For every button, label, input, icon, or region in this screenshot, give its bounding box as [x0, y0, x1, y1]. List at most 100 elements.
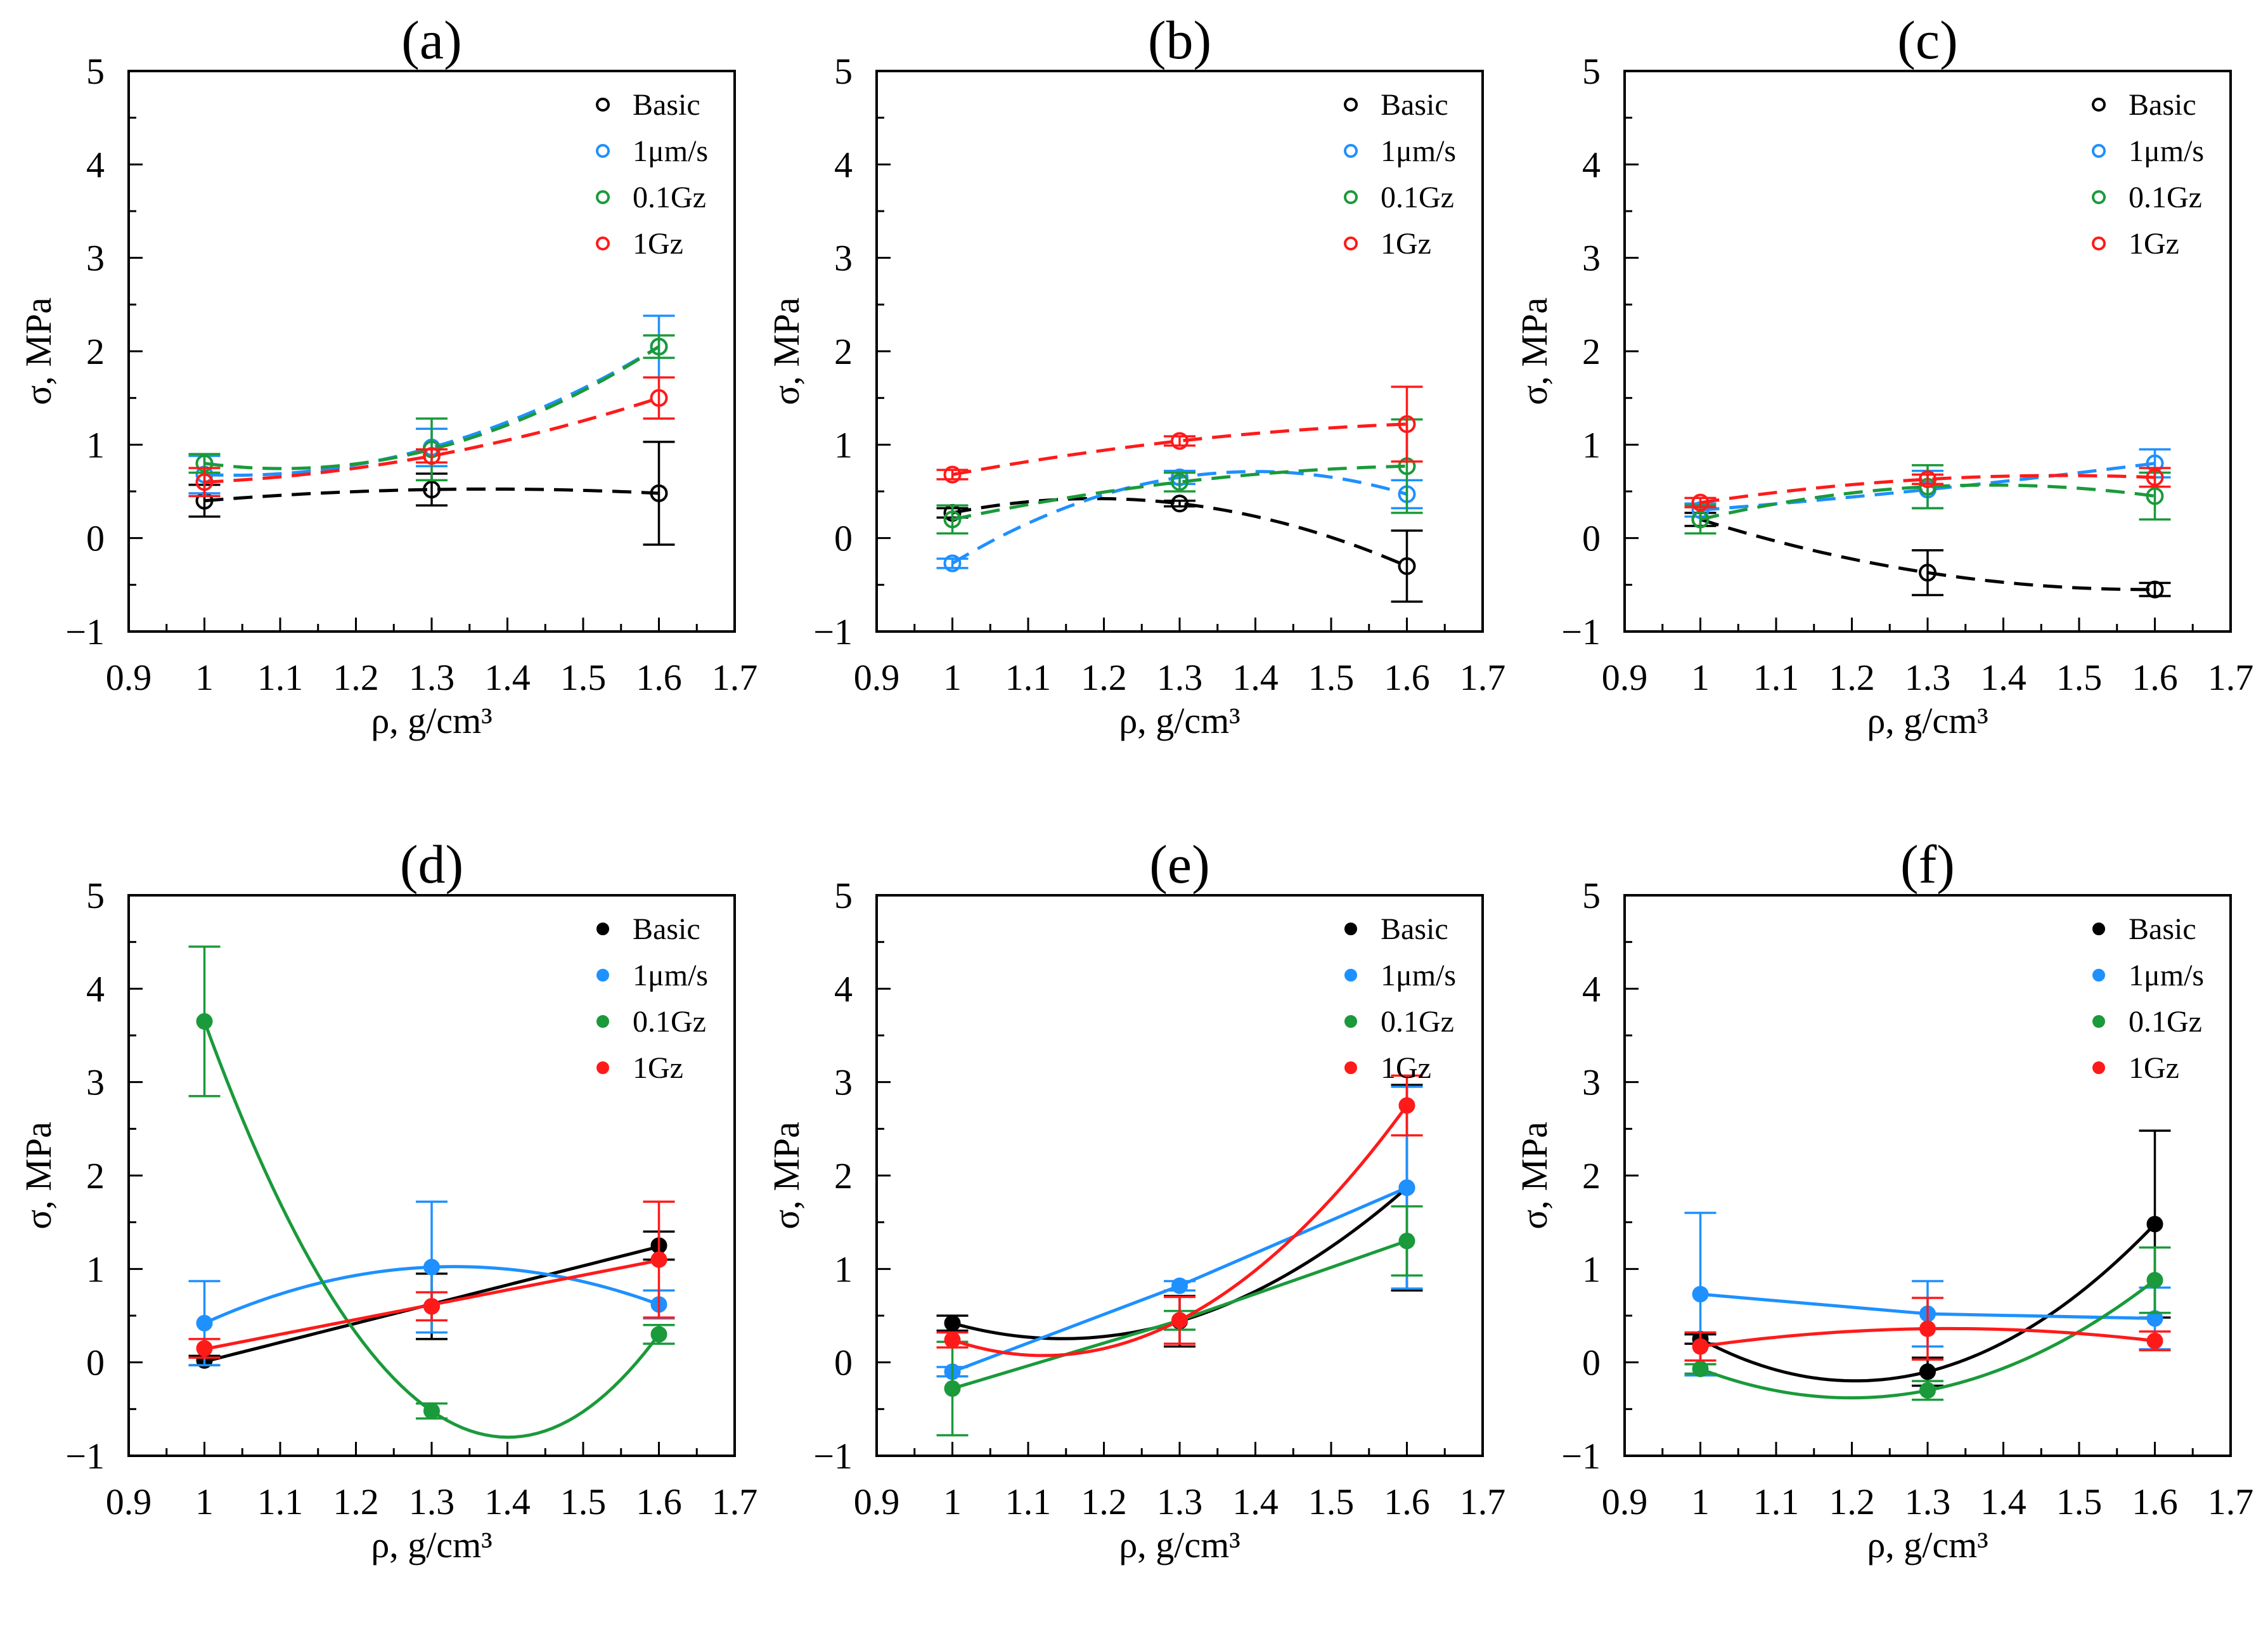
data-point [944, 1332, 961, 1349]
y-tick-label: 1 [834, 1248, 853, 1290]
x-axis-label: ρ, g/cm³ [371, 700, 492, 741]
x-tick-label: 1.5 [1308, 1481, 1355, 1522]
data-point [423, 1298, 440, 1315]
y-tick-label: 1 [834, 424, 853, 465]
x-tick-label: 1.6 [636, 657, 682, 698]
panel-title: (a) [401, 10, 461, 70]
legend-marker [596, 144, 610, 158]
x-tick-label: 1 [195, 1481, 214, 1522]
x-axis-label: ρ, g/cm³ [371, 1524, 492, 1565]
data-point [1692, 1286, 1709, 1303]
legend-label: 1μm/s [633, 959, 708, 992]
y-tick-label: 3 [1582, 1062, 1601, 1103]
legend-marker [1344, 237, 1358, 250]
legend-label: 1μm/s [2129, 134, 2204, 168]
x-tick-label: 0.9 [106, 657, 152, 698]
y-tick-label: −1 [813, 611, 853, 652]
x-axis-label: ρ, g/cm³ [1867, 1524, 1988, 1565]
legend-label: Basic [1381, 912, 1448, 946]
legend-marker [1344, 190, 1358, 204]
legend-label: Basic [1381, 88, 1448, 122]
legend-label: 1μm/s [1381, 959, 1456, 992]
y-axis-label: σ, MPa [18, 297, 59, 405]
series-basic [936, 495, 1423, 603]
y-tick-label: 1 [86, 424, 105, 465]
x-tick-label: 1.3 [1157, 1481, 1203, 1522]
data-point [1691, 493, 1710, 512]
series-1gz [936, 386, 1423, 484]
panel-b: (b) 0.9 1 1.1 1.2 1.3 1.4 1.5 1.6 1.7 −1 0 1 2 3 4 5 ρ, g… [766, 10, 1505, 741]
data-point [1691, 510, 1710, 529]
data-point [1692, 1338, 1709, 1355]
x-tick-label: 1.3 [1905, 1481, 1951, 1522]
x-tick-label: 0.9 [1602, 1481, 1648, 1522]
y-axis-label: σ, MPa [1514, 297, 1555, 405]
x-tick-label: 1 [1691, 1481, 1710, 1522]
y-tick-label: 0 [86, 1342, 105, 1384]
y-tick-label: −1 [813, 1435, 853, 1477]
x-tick-label: 1.3 [409, 1481, 455, 1522]
data-point [1398, 415, 1416, 433]
x-tick-label: 1.6 [1384, 657, 1430, 698]
legend-label: Basic [2129, 912, 2196, 946]
y-tick-label: 5 [86, 875, 105, 916]
legend-label: 0.1Gz [2129, 181, 2202, 214]
series-line [204, 396, 660, 484]
y-tick-label: 2 [1582, 1155, 1601, 1196]
legend-marker [596, 923, 609, 935]
y-tick-label: 5 [86, 51, 105, 92]
y-tick-label: 5 [834, 875, 853, 916]
y-tick-label: 2 [86, 331, 105, 372]
y-tick-label: 1 [86, 1248, 105, 1290]
series-line [952, 496, 1408, 568]
x-tick-label: 1.1 [1753, 1481, 1800, 1522]
data-point [943, 510, 962, 529]
x-tick-label: 0.9 [106, 1481, 152, 1522]
x-axis-label: ρ, g/cm³ [1119, 1524, 1240, 1565]
series-0.1gz [1684, 1246, 2171, 1401]
legend-label: 1μm/s [633, 134, 708, 168]
data-point [423, 1259, 440, 1276]
legend-label: 0.1Gz [1381, 181, 1454, 214]
x-tick-label: 1.6 [636, 1481, 682, 1522]
data-point [423, 447, 441, 465]
legend-label: 1Gz [1381, 227, 1431, 261]
x-tick-label: 1.2 [333, 657, 379, 698]
x-tick-label: 0.9 [1602, 657, 1648, 698]
series-line [951, 464, 1407, 521]
y-tick-label: 4 [834, 968, 853, 1009]
data-point [1398, 1233, 1415, 1250]
series-1gz [936, 1074, 1423, 1358]
x-tick-label: 1 [195, 657, 214, 698]
legend-marker [2092, 237, 2106, 250]
x-tick-label: 1.5 [2056, 1481, 2103, 1522]
legend-label: 1Gz [2129, 1051, 2179, 1085]
data-point [944, 1380, 961, 1397]
y-tick-label: 4 [86, 144, 105, 185]
legend-label: 0.1Gz [633, 1005, 706, 1039]
series-1gz [188, 376, 675, 498]
x-tick-label: 1.3 [409, 657, 455, 698]
legend-marker [2092, 1061, 2105, 1074]
data-point [1398, 1097, 1415, 1114]
x-tick-label: 1.6 [2132, 657, 2178, 698]
legend-marker [2092, 144, 2106, 158]
series-line [204, 345, 660, 477]
data-point [943, 465, 962, 484]
x-axis-label: ρ, g/cm³ [1867, 700, 1988, 741]
y-tick-label: 3 [834, 1062, 853, 1103]
y-tick-label: −1 [65, 611, 105, 652]
legend-marker [1344, 1061, 1357, 1074]
y-tick-label: 0 [86, 518, 105, 559]
y-tick-label: 0 [1582, 518, 1601, 559]
panel-c: (c) 0.9 1 1.1 1.2 1.3 1.4 1.5 1.6 1.7 −1 0 1 2 3 4 5 ρ, g… [1514, 10, 2253, 741]
x-tick-label: 0.9 [854, 657, 900, 698]
x-tick-label: 1 [1691, 657, 1710, 698]
x-tick-label: 0.9 [854, 1481, 900, 1522]
x-tick-label: 1.4 [1232, 1481, 1279, 1522]
y-tick-label: 3 [834, 238, 853, 279]
x-tick-label: 1.1 [1005, 1481, 1052, 1522]
legend-marker [1344, 923, 1357, 935]
legend-marker [596, 1061, 609, 1074]
y-tick-label: −1 [1561, 611, 1601, 652]
